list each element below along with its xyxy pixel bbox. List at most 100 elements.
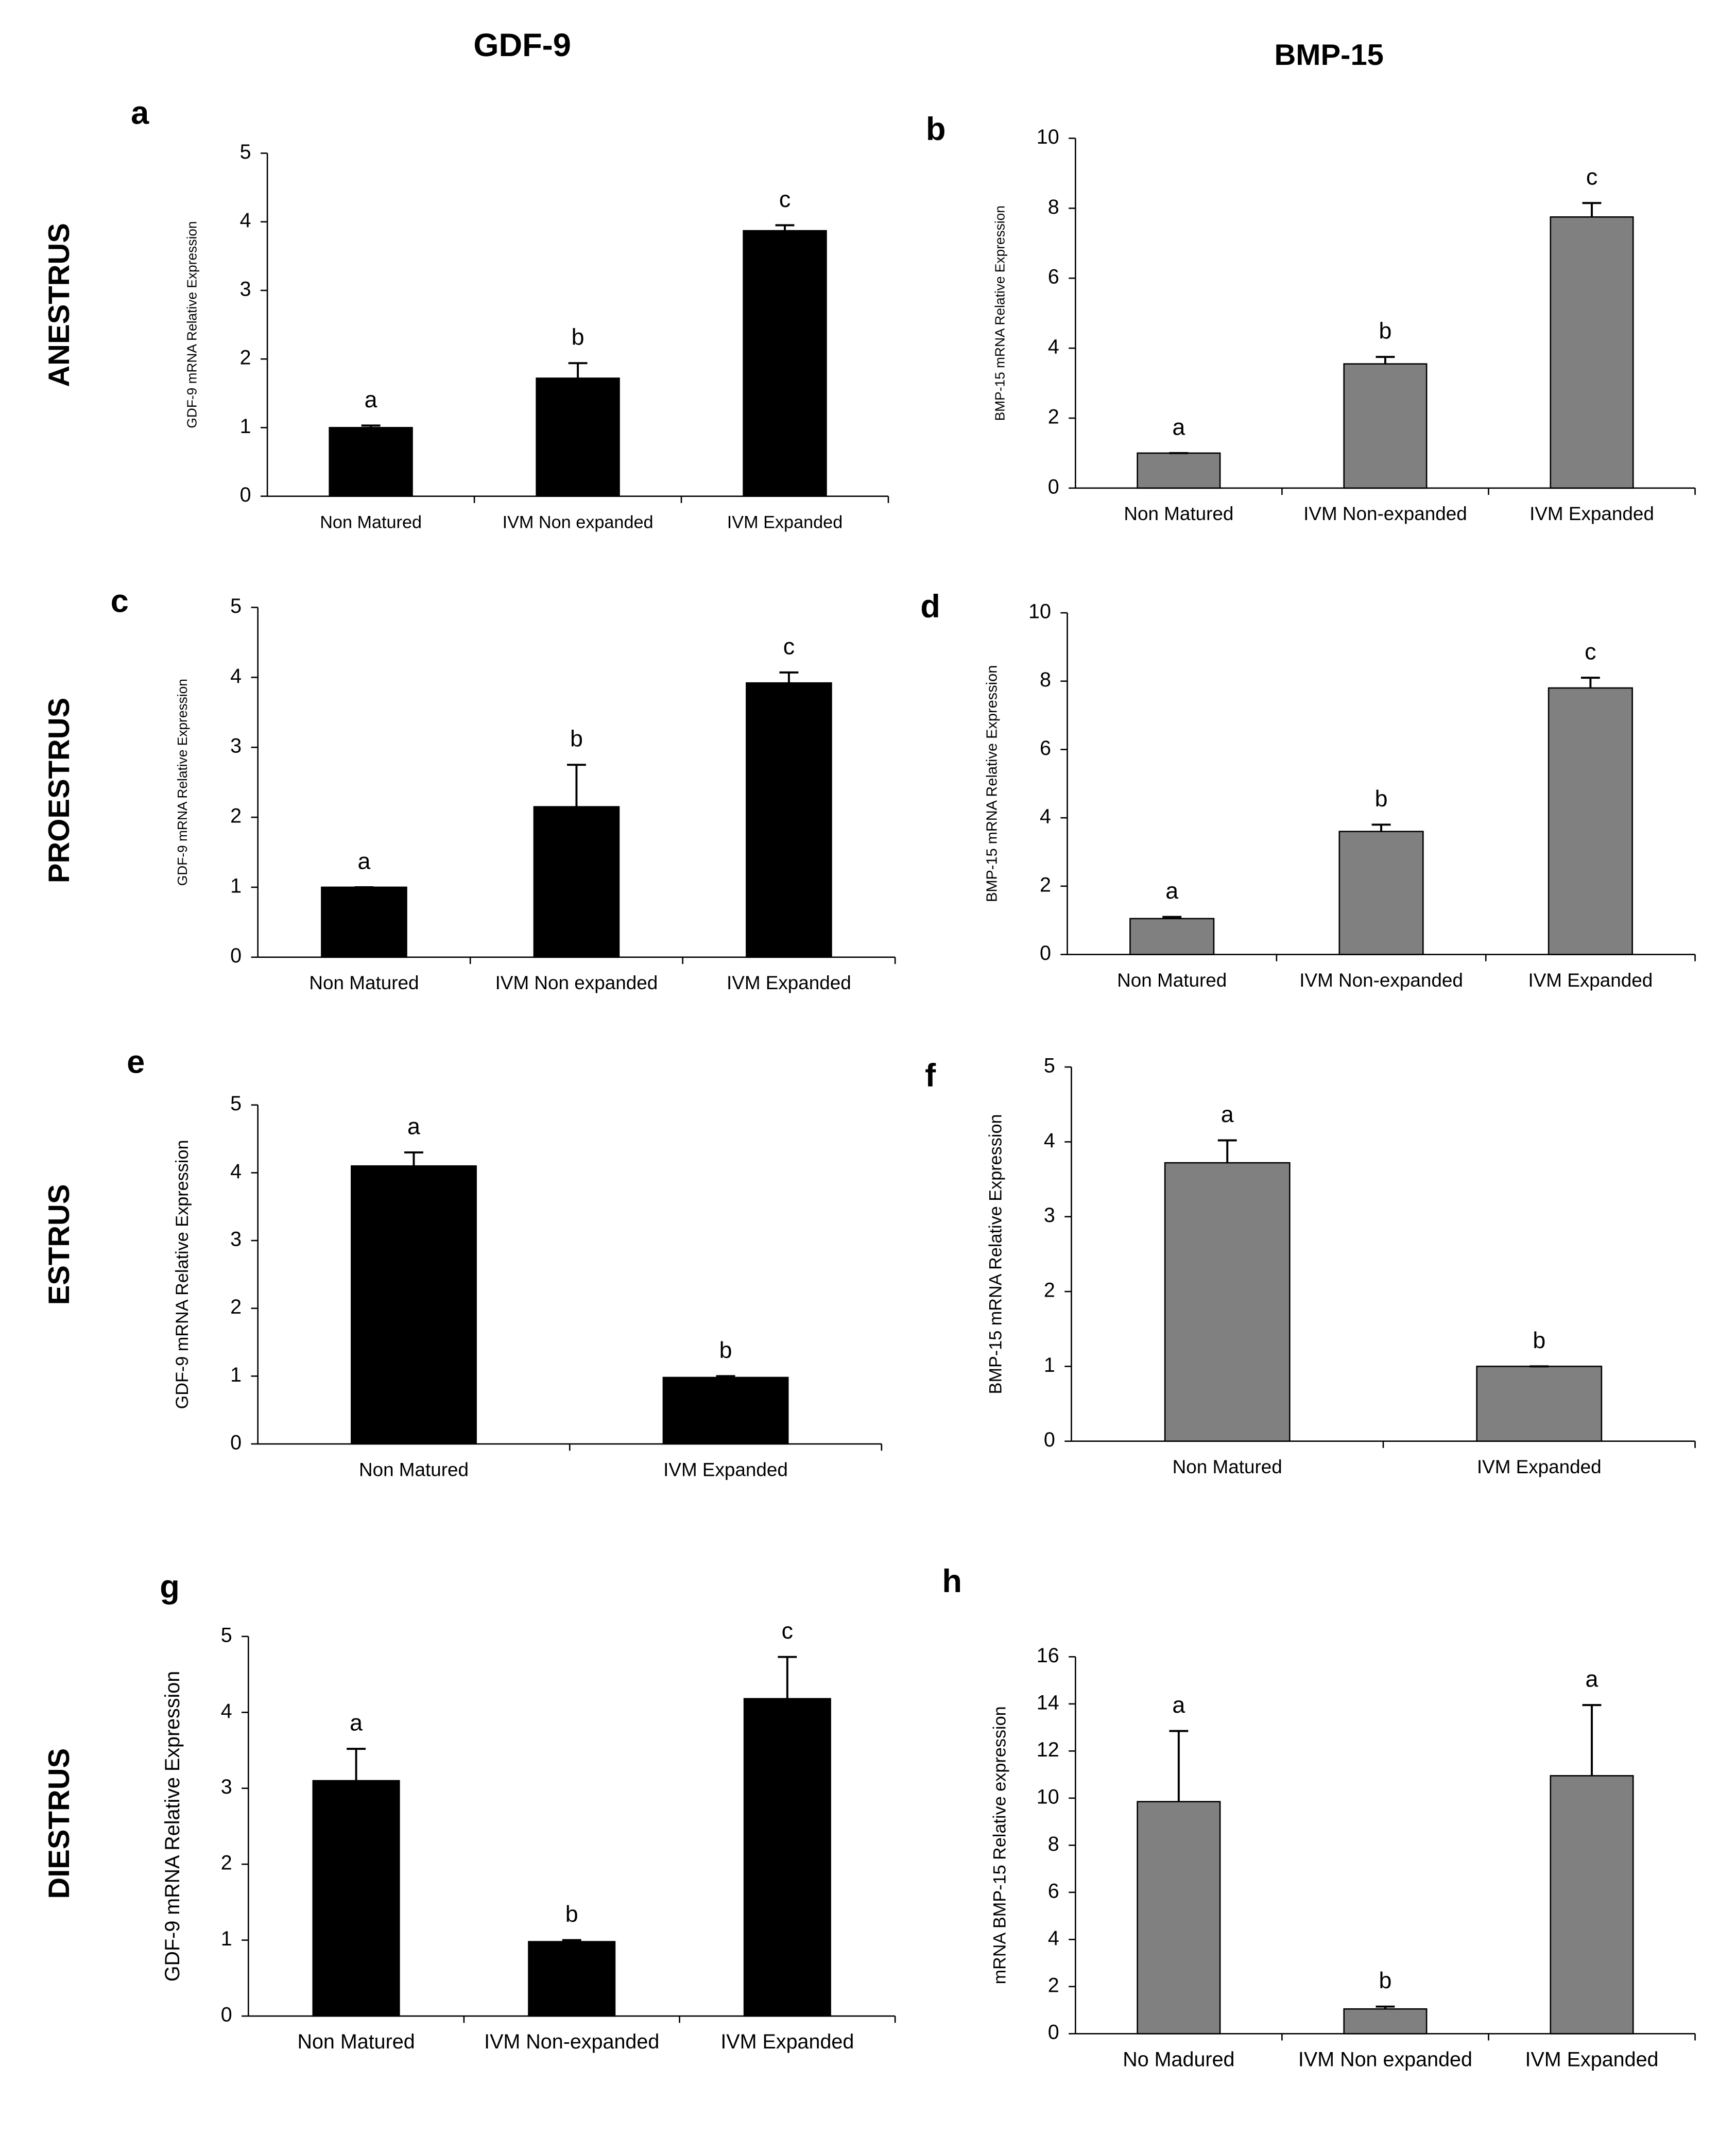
- bar: [662, 1376, 789, 1445]
- x-tick-label: Non Matured: [1173, 1456, 1282, 1477]
- significance-letter: c: [1586, 164, 1597, 190]
- x-tick-label: IVM Non-expanded: [484, 2030, 659, 2053]
- error-bar: [1580, 677, 1600, 688]
- bar: [1343, 363, 1428, 489]
- column-title: GDF-9: [473, 27, 571, 63]
- y-tick-label: 5: [230, 1092, 242, 1115]
- x-tick-label: IVM Expanded: [727, 512, 843, 532]
- y-tick-label: 6: [1040, 737, 1051, 760]
- y-tick-label: 4: [230, 665, 242, 687]
- x-tick-label: IVM Non expanded: [1298, 2048, 1472, 2071]
- y-tick-label: 3: [240, 278, 251, 300]
- x-tick-label: Non Matured: [1117, 970, 1227, 991]
- error-bar: [1582, 1704, 1602, 1776]
- bar: [1137, 452, 1221, 489]
- panel-label: d: [920, 589, 940, 625]
- y-tick-label: 5: [221, 1624, 232, 1646]
- y-tick-label: 10: [1037, 126, 1059, 148]
- error-bar: [716, 1375, 735, 1377]
- column-title: BMP-15: [1274, 39, 1383, 72]
- y-tick-label: 6: [1048, 266, 1059, 288]
- x-tick-label: IVM Non-expanded: [1299, 970, 1463, 991]
- y-tick-label: 4: [240, 209, 251, 232]
- y-tick-label: 2: [230, 1296, 242, 1318]
- bar: [321, 886, 407, 958]
- error-bar: [1371, 823, 1391, 832]
- y-axis-label: GDF-9 mRNA Relative Expression: [161, 1671, 184, 1982]
- significance-letter: b: [570, 726, 583, 752]
- error-bar: [1169, 1730, 1189, 1802]
- significance-letter: a: [1172, 414, 1185, 440]
- y-tick-label: 4: [1040, 805, 1051, 828]
- significance-letter: b: [572, 324, 585, 350]
- row-label: DIESTRUS: [43, 1748, 76, 1899]
- x-tick-label: IVM Non expanded: [503, 512, 654, 532]
- y-tick-label: 1: [221, 1927, 232, 1950]
- x-tick-label: IVM Non-expanded: [1303, 503, 1467, 524]
- y-tick-label: 8: [1048, 196, 1059, 218]
- y-tick-label: 0: [230, 944, 242, 967]
- panel-label: a: [131, 95, 149, 131]
- significance-letter: c: [779, 186, 790, 212]
- significance-letter: b: [1379, 318, 1391, 344]
- x-tick-label: IVM Expanded: [1529, 503, 1654, 524]
- panel-label: h: [942, 1563, 962, 1599]
- error-bar: [562, 1939, 581, 1942]
- significance-letter: a: [1172, 1692, 1185, 1718]
- y-axis-label: GDF-9 mRNA Relative Expression: [173, 1140, 192, 1409]
- row-label: ESTRUS: [43, 1184, 76, 1305]
- y-tick-label: 0: [221, 2004, 232, 2026]
- y-tick-label: 2: [230, 805, 242, 828]
- error-bar: [404, 1151, 423, 1166]
- x-tick-label: Non Matured: [320, 512, 422, 532]
- error-bar: [568, 362, 588, 378]
- significance-letter: b: [1379, 1968, 1391, 1993]
- y-axis-label: GDF-9 mRNA Relative Expression: [184, 221, 199, 428]
- significance-letter: a: [358, 848, 371, 874]
- error-bar: [1376, 356, 1395, 364]
- error-bar: [779, 671, 799, 683]
- error-bar: [567, 764, 586, 807]
- bar: [329, 427, 413, 497]
- y-tick-label: 1: [230, 1364, 242, 1386]
- y-tick-label: 4: [1048, 1927, 1059, 1950]
- y-tick-label: 0: [1048, 2021, 1059, 2044]
- y-tick-label: 5: [230, 595, 242, 617]
- y-tick-label: 2: [240, 347, 251, 369]
- significance-letter: a: [1586, 1666, 1599, 1692]
- bar: [1548, 687, 1633, 955]
- significance-letter: a: [407, 1113, 420, 1139]
- error-bar: [1582, 202, 1602, 217]
- y-tick-label: 2: [1048, 405, 1059, 428]
- bar: [746, 682, 832, 958]
- bar: [1343, 2008, 1428, 2035]
- x-tick-label: Non Matured: [297, 2030, 415, 2053]
- y-tick-label: 2: [1048, 1974, 1059, 1996]
- significance-letter: c: [783, 633, 795, 659]
- y-tick-label: 14: [1037, 1691, 1059, 1714]
- x-tick-label: IVM Expanded: [663, 1459, 788, 1480]
- bar: [312, 1780, 400, 2017]
- y-tick-label: 4: [221, 1700, 232, 1723]
- bar: [1338, 831, 1424, 955]
- x-tick-label: IVM Expanded: [727, 972, 851, 993]
- significance-letter: b: [1533, 1328, 1545, 1353]
- y-tick-label: 1: [1044, 1354, 1055, 1376]
- y-axis-label: BMP-15 mRNA Relative Expression: [992, 205, 1007, 421]
- bar: [1550, 216, 1634, 489]
- y-tick-label: 4: [1044, 1129, 1055, 1152]
- error-bar: [347, 1748, 366, 1781]
- panel-label: b: [926, 111, 946, 147]
- error-bar: [778, 1656, 797, 1699]
- panel-label: c: [111, 583, 129, 619]
- significance-letter: c: [1585, 639, 1596, 665]
- bar: [1550, 1775, 1634, 2035]
- panel-label: g: [160, 1569, 180, 1605]
- x-tick-label: IVM Expanded: [720, 2030, 854, 2053]
- error-bar: [1217, 1139, 1237, 1163]
- bar: [1476, 1366, 1603, 1442]
- row-label: ANESTRUS: [43, 223, 76, 387]
- significance-letter: a: [365, 387, 377, 412]
